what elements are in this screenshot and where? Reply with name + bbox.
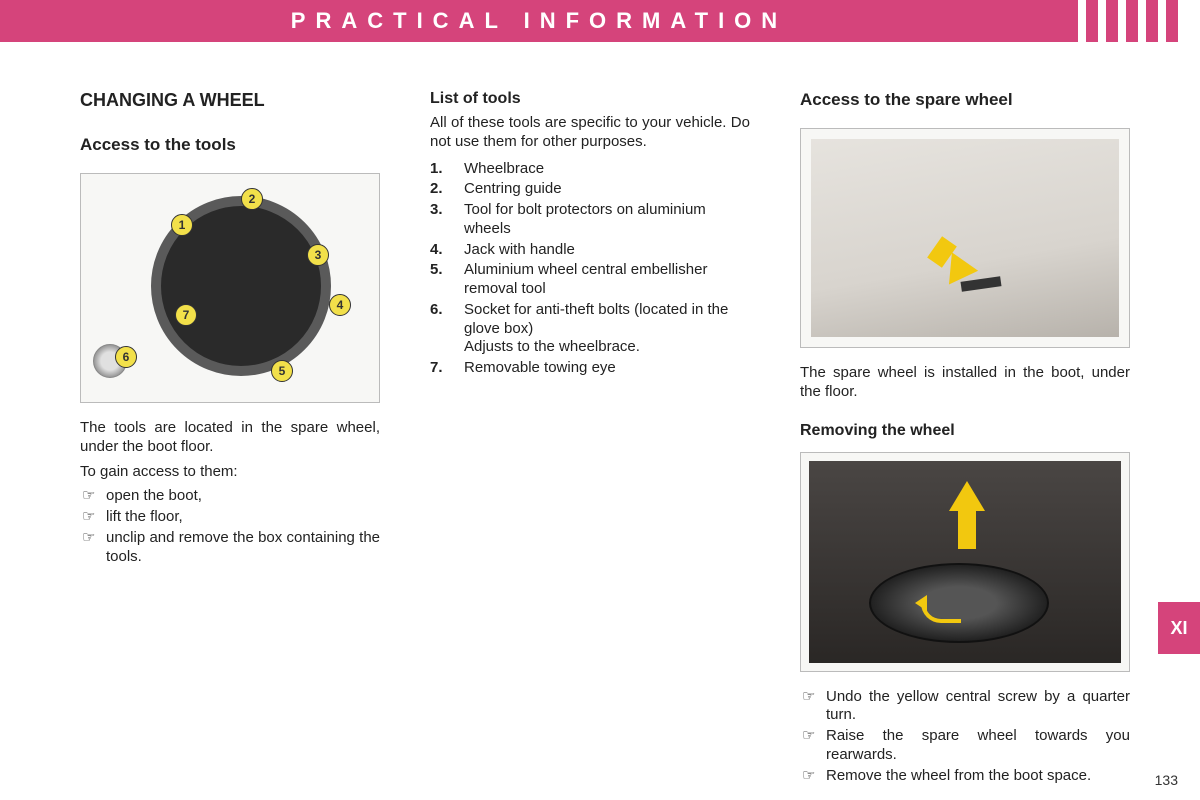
section-tab-label: XI (1170, 618, 1187, 639)
arrow-up-icon (949, 481, 985, 511)
list-item: 1.Wheelbrace (430, 160, 750, 179)
header-title: PRACTICAL INFORMATION (291, 8, 787, 34)
badge-1: 1 (171, 214, 193, 236)
header-bar: PRACTICAL INFORMATION (0, 0, 1078, 42)
figure-tool-tray: 1 2 3 4 5 6 7 (80, 173, 380, 403)
p-tools-specific: All of these tools are specific to your … (430, 114, 750, 152)
figure-spare-wheel (800, 452, 1130, 672)
badge-6: 6 (115, 346, 137, 368)
badge-2: 2 (241, 188, 263, 210)
boot-floor-panel (811, 139, 1119, 337)
list-item: 5.Aluminium wheel central embellisher re… (430, 261, 750, 299)
p-gain-access: To gain access to them: (80, 463, 380, 482)
list-access-steps: open the boot, lift the floor, unclip an… (80, 487, 380, 566)
numbered-tool-list: 1.Wheelbrace 2.Centring guide 3.Tool for… (430, 160, 750, 378)
list-item: 3.Tool for bolt protectors on aluminium … (430, 201, 750, 239)
subheading-access-tools: Access to the tools (80, 135, 380, 155)
subheading-access-spare: Access to the spare wheel (800, 90, 1130, 110)
header-stripes (1078, 0, 1200, 42)
list-item: 2.Centring guide (430, 180, 750, 199)
p-tools-location: The tools are located in the spare wheel… (80, 419, 380, 457)
list-item: 7.Removable towing eye (430, 359, 750, 378)
list-remove-steps: Undo the yellow central screw by a quart… (800, 688, 1130, 786)
list-item: lift the floor, (80, 508, 380, 527)
p-spare-location: The spare wheel is installed in the boot… (800, 364, 1130, 402)
figure-boot-floor (800, 128, 1130, 348)
list-item: unclip and remove the box containing the… (80, 529, 380, 567)
heading-removing-wheel: Removing the wheel (800, 422, 1130, 440)
heading-list-of-tools: List of tools (430, 90, 750, 108)
badge-4: 4 (329, 294, 351, 316)
badge-7: 7 (175, 304, 197, 326)
list-item: Remove the wheel from the boot space. (800, 767, 1130, 786)
content-area: CHANGING A WHEEL Access to the tools 1 2… (0, 42, 1200, 787)
arrow-up-stem (958, 509, 976, 549)
page-title: CHANGING A WHEEL (80, 90, 380, 111)
column-2: List of tools All of these tools are spe… (430, 90, 750, 787)
column-3: Access to the spare wheel The spare whee… (800, 90, 1130, 787)
section-tab: XI (1158, 602, 1200, 654)
badge-5: 5 (271, 360, 293, 382)
list-item: 4.Jack with handle (430, 241, 750, 260)
page-number: 133 (1155, 772, 1178, 788)
list-item: 6.Socket for anti-theft bolts (located i… (430, 301, 750, 357)
list-item: Undo the yellow central screw by a quart… (800, 688, 1130, 726)
list-item: open the boot, (80, 487, 380, 506)
badge-3: 3 (307, 244, 329, 266)
list-item: Raise the spare wheel towards you rearwa… (800, 727, 1130, 765)
column-1: CHANGING A WHEEL Access to the tools 1 2… (80, 90, 380, 787)
